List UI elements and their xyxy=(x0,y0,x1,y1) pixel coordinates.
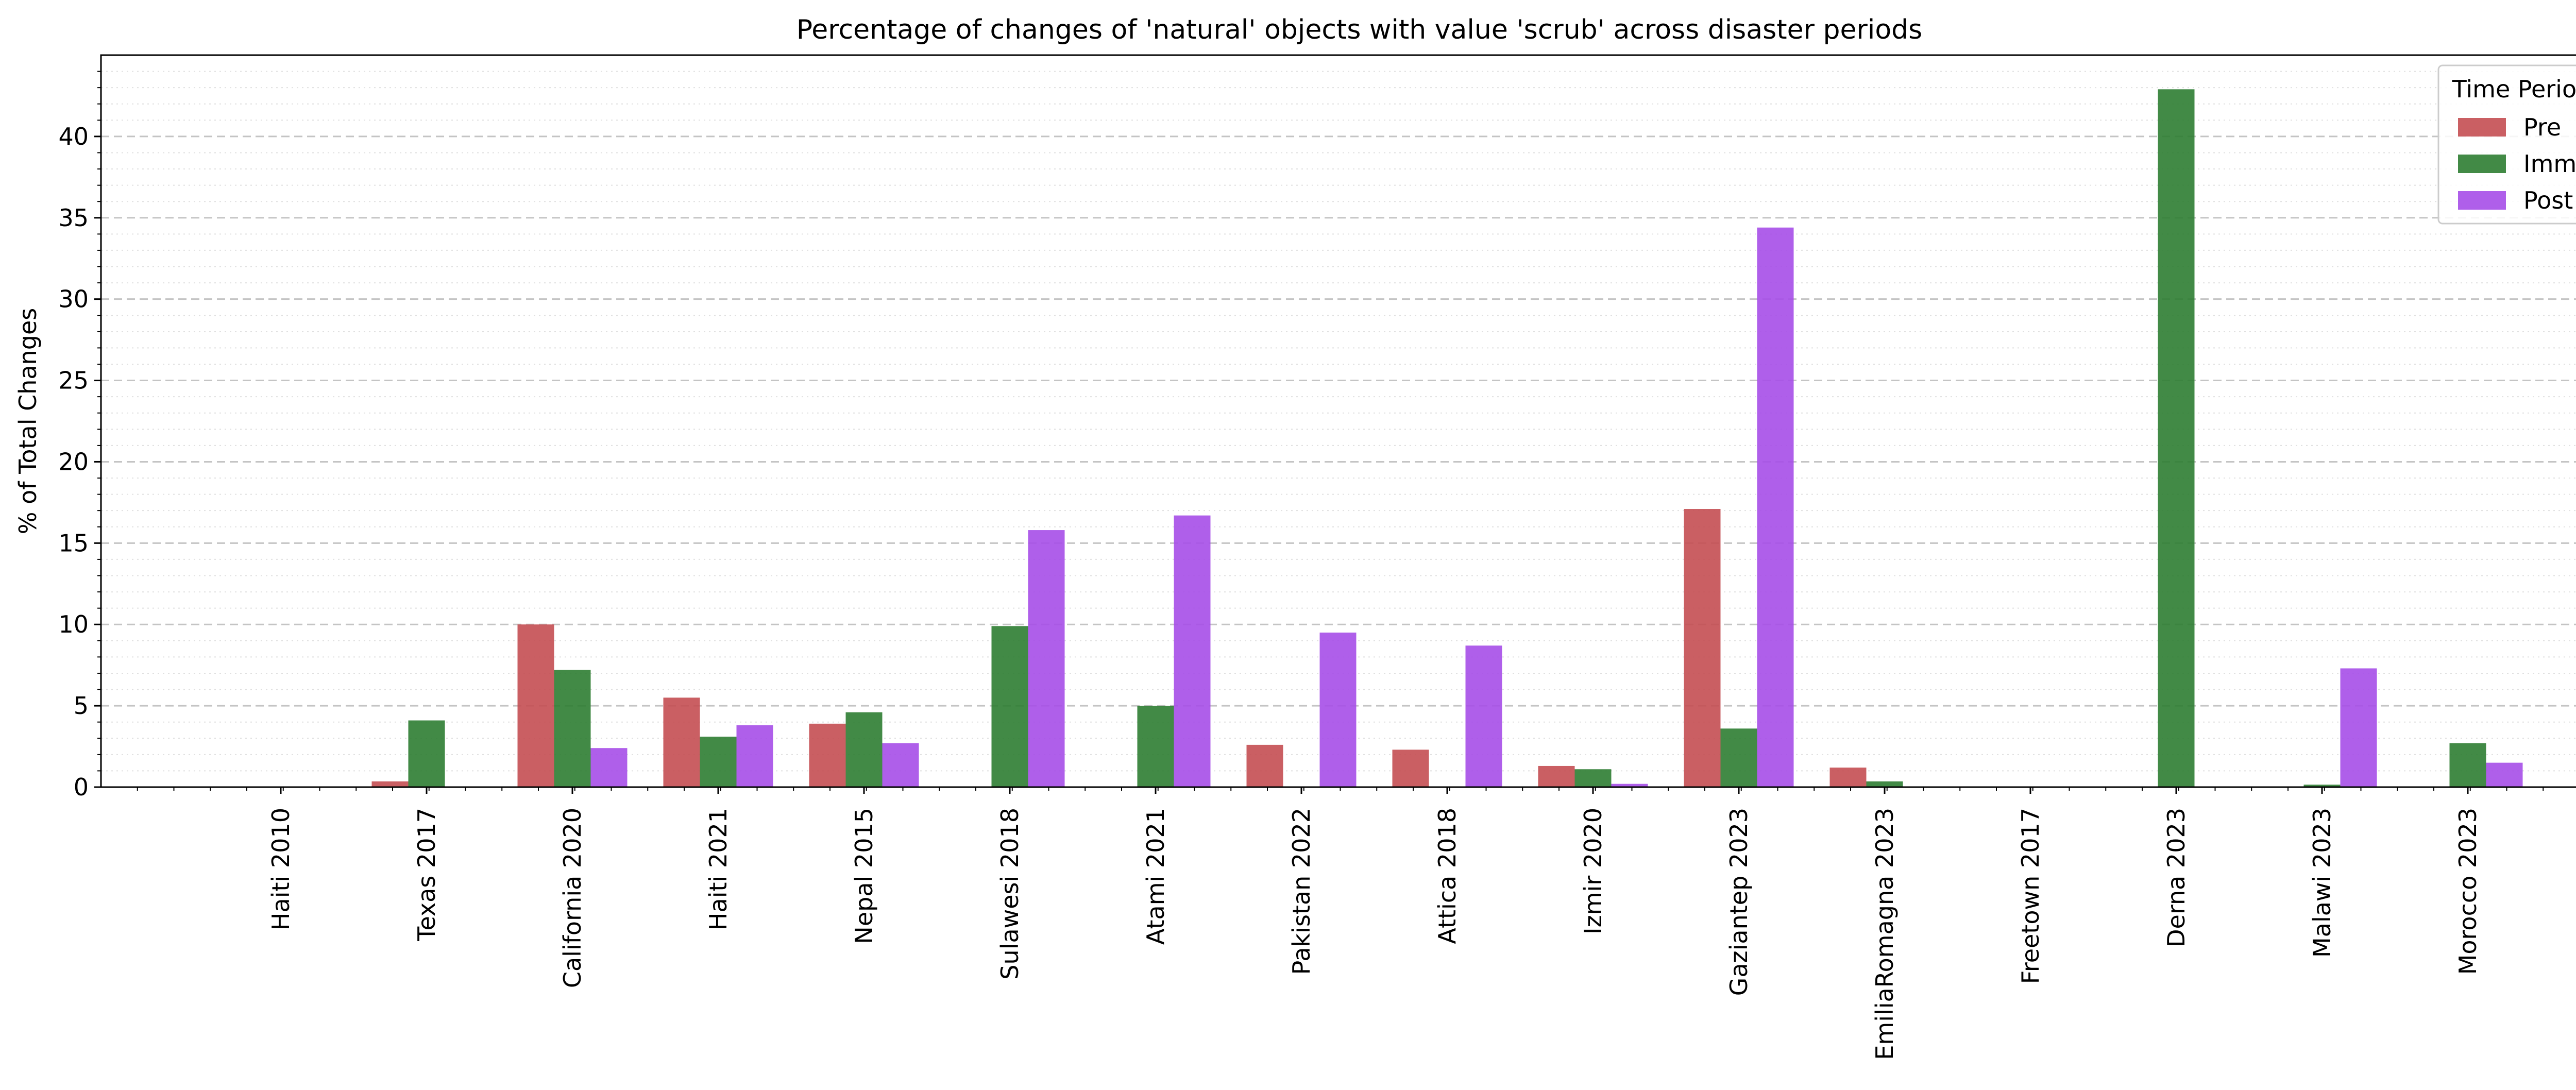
x-tick-label: Attica 2018 xyxy=(1433,808,1461,944)
x-tick-label: Gaziantep 2023 xyxy=(1725,808,1753,996)
bar-post xyxy=(882,743,919,787)
x-tick-label: California 2020 xyxy=(558,808,586,988)
bar-pre xyxy=(809,723,846,787)
bar-imm xyxy=(991,626,1028,787)
x-tick-label: Nepal 2015 xyxy=(850,808,878,944)
bar-post xyxy=(1174,515,1211,787)
bar-pre xyxy=(1392,750,1429,787)
y-tick-label: 30 xyxy=(58,285,89,313)
legend-items: Pre Imm Post xyxy=(2458,113,2576,214)
bar-post xyxy=(1611,784,1648,787)
y-tick-label: 0 xyxy=(74,773,89,801)
bar-imm xyxy=(1137,706,1174,787)
x-tick-label: Derna 2023 xyxy=(2162,808,2190,947)
legend-box xyxy=(2437,64,2576,225)
bar-imm xyxy=(408,720,445,787)
bar-post xyxy=(2340,668,2377,787)
x-tick-label: Izmir 2020 xyxy=(1579,808,1607,934)
legend-swatch-post xyxy=(2458,191,2506,210)
bar-post xyxy=(2486,762,2523,787)
plot-frame xyxy=(100,54,2576,788)
bar-pre xyxy=(663,697,700,787)
bar-imm xyxy=(700,737,737,787)
x-tick-label: Atami 2021 xyxy=(1142,808,1170,945)
bar-imm xyxy=(2303,785,2341,787)
bar-imm xyxy=(2449,743,2486,787)
axes-layer: 0 5 10 15 20 25 30 35 40 Haiti 2010 Texas 2017 Cali… xyxy=(58,71,2544,1060)
bar-pre xyxy=(1684,509,1721,787)
bar-pre xyxy=(1538,765,1575,787)
legend-title: Time Period xyxy=(2452,75,2576,103)
bar-imm xyxy=(1574,769,1612,787)
legend: Time Period Pre Imm Post xyxy=(2437,64,2576,225)
legend-label-post: Post xyxy=(2523,186,2573,214)
x-tick-label: EmiliaRomagna 2023 xyxy=(1871,808,1899,1060)
legend-label-imm: Imm xyxy=(2523,150,2576,178)
bar-imm xyxy=(2158,89,2195,787)
x-tick-label: Texas 2017 xyxy=(413,808,440,942)
legend-label-pre: Pre xyxy=(2523,113,2561,141)
bar-post xyxy=(736,725,773,787)
y-tick-label: 35 xyxy=(58,204,89,232)
bar-post xyxy=(1028,530,1065,787)
legend-swatch-imm xyxy=(2458,155,2506,173)
bar-imm xyxy=(1866,781,1903,787)
bar-imm xyxy=(554,670,591,787)
bar-post xyxy=(1465,645,1502,787)
legend-swatch-pre xyxy=(2458,118,2506,137)
x-tick-label: Pakistan 2022 xyxy=(1287,808,1315,975)
bar-pre xyxy=(1246,744,1283,787)
bar-imm xyxy=(845,712,883,787)
bar-post xyxy=(590,748,628,787)
bar-post xyxy=(1319,633,1357,787)
y-tick-label: 25 xyxy=(58,367,89,395)
y-tick-label: 20 xyxy=(58,448,89,475)
x-tick-label: Freetown 2017 xyxy=(2016,808,2044,984)
x-tick-label: Haiti 2021 xyxy=(704,808,732,930)
y-tick-label: 15 xyxy=(58,529,89,557)
bar-pre xyxy=(1829,768,1867,787)
y-tick-label: 40 xyxy=(58,123,89,150)
y-tick-label: 10 xyxy=(58,610,89,638)
x-tick-label: Malawi 2023 xyxy=(2308,808,2336,958)
bar-pre xyxy=(371,781,409,787)
x-tick-label: Haiti 2010 xyxy=(267,808,295,930)
chart-title: Percentage of changes of 'natural' objec… xyxy=(796,14,1923,45)
y-tick-label: 5 xyxy=(74,692,89,720)
y-axis-label: % of Total Changes xyxy=(14,308,42,534)
bar-post xyxy=(1757,227,1794,787)
bars-layer xyxy=(371,89,2523,787)
x-tick-label: Morocco 2023 xyxy=(2454,808,2482,975)
bar-pre xyxy=(517,624,554,787)
bar-imm xyxy=(1720,728,1757,787)
x-tick-label: Sulawesi 2018 xyxy=(996,808,1024,980)
